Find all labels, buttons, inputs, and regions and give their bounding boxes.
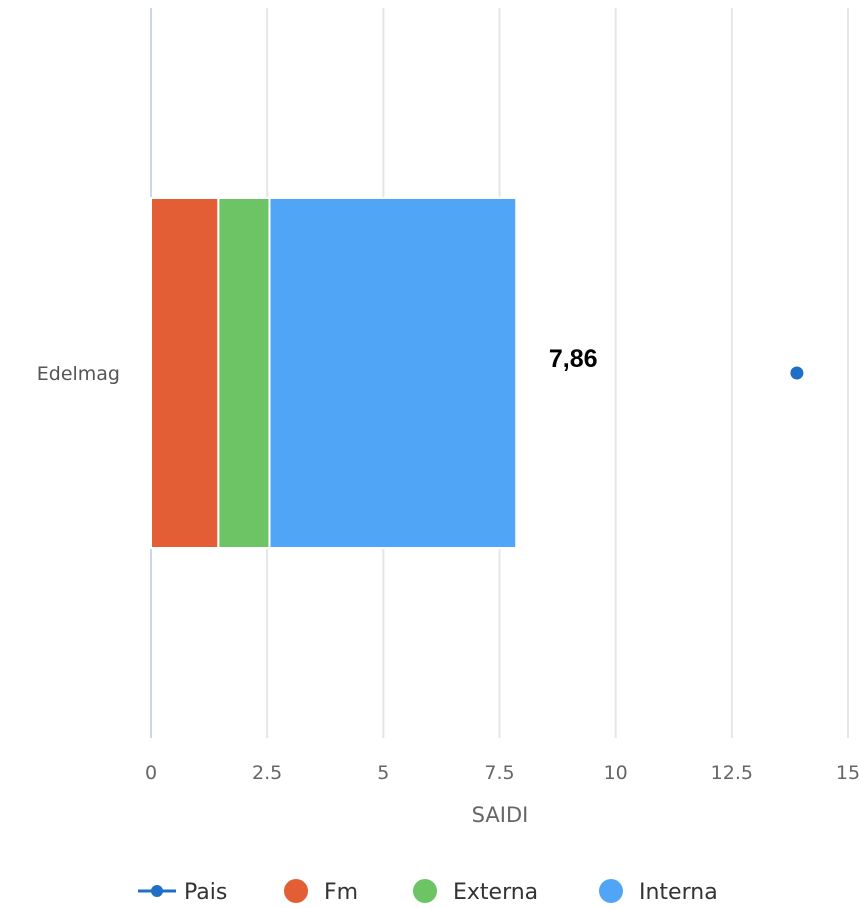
category-label: Edelmag bbox=[37, 363, 120, 385]
x-tick-label: 0 bbox=[145, 762, 157, 784]
legend-item-externa[interactable]: Externa bbox=[413, 879, 538, 905]
legend-circle-icon bbox=[413, 879, 437, 903]
x-tick-label: 12.5 bbox=[711, 762, 753, 784]
x-tick-label: 10 bbox=[604, 762, 628, 784]
legend-circle-icon bbox=[599, 879, 623, 903]
legend-item-pais[interactable]: Pais bbox=[138, 880, 227, 905]
pais-point[interactable] bbox=[790, 366, 804, 380]
bar-segment-fm[interactable] bbox=[150, 197, 220, 549]
legend-label: Fm bbox=[324, 880, 358, 905]
x-tick-label: 15 bbox=[836, 762, 860, 784]
legend-label: Externa bbox=[453, 880, 538, 905]
legend: Pais Fm Externa Interna bbox=[138, 879, 718, 905]
x-axis-title: SAIDI bbox=[472, 803, 529, 827]
x-tick-label: 7.5 bbox=[484, 762, 514, 784]
bar-stack bbox=[150, 197, 518, 549]
legend-point-icon bbox=[151, 885, 163, 897]
stack-total-label: 7,86 bbox=[549, 345, 598, 373]
legend-item-interna[interactable]: Interna bbox=[599, 879, 718, 905]
bar-segment-externa[interactable] bbox=[217, 197, 271, 549]
x-tick-label: 5 bbox=[377, 762, 389, 784]
legend-label: Pais bbox=[184, 880, 227, 905]
x-tick-label: 2.5 bbox=[252, 762, 282, 784]
legend-item-fm[interactable]: Fm bbox=[284, 879, 358, 905]
bar-segment-interna[interactable] bbox=[268, 197, 518, 549]
x-axis-ticks: 0 2.5 5 7.5 10 12.5 15 bbox=[145, 762, 860, 784]
legend-circle-icon bbox=[284, 879, 308, 903]
legend-label: Interna bbox=[639, 880, 718, 905]
category-labels: Edelmag bbox=[37, 363, 120, 385]
pais-points bbox=[790, 366, 804, 380]
